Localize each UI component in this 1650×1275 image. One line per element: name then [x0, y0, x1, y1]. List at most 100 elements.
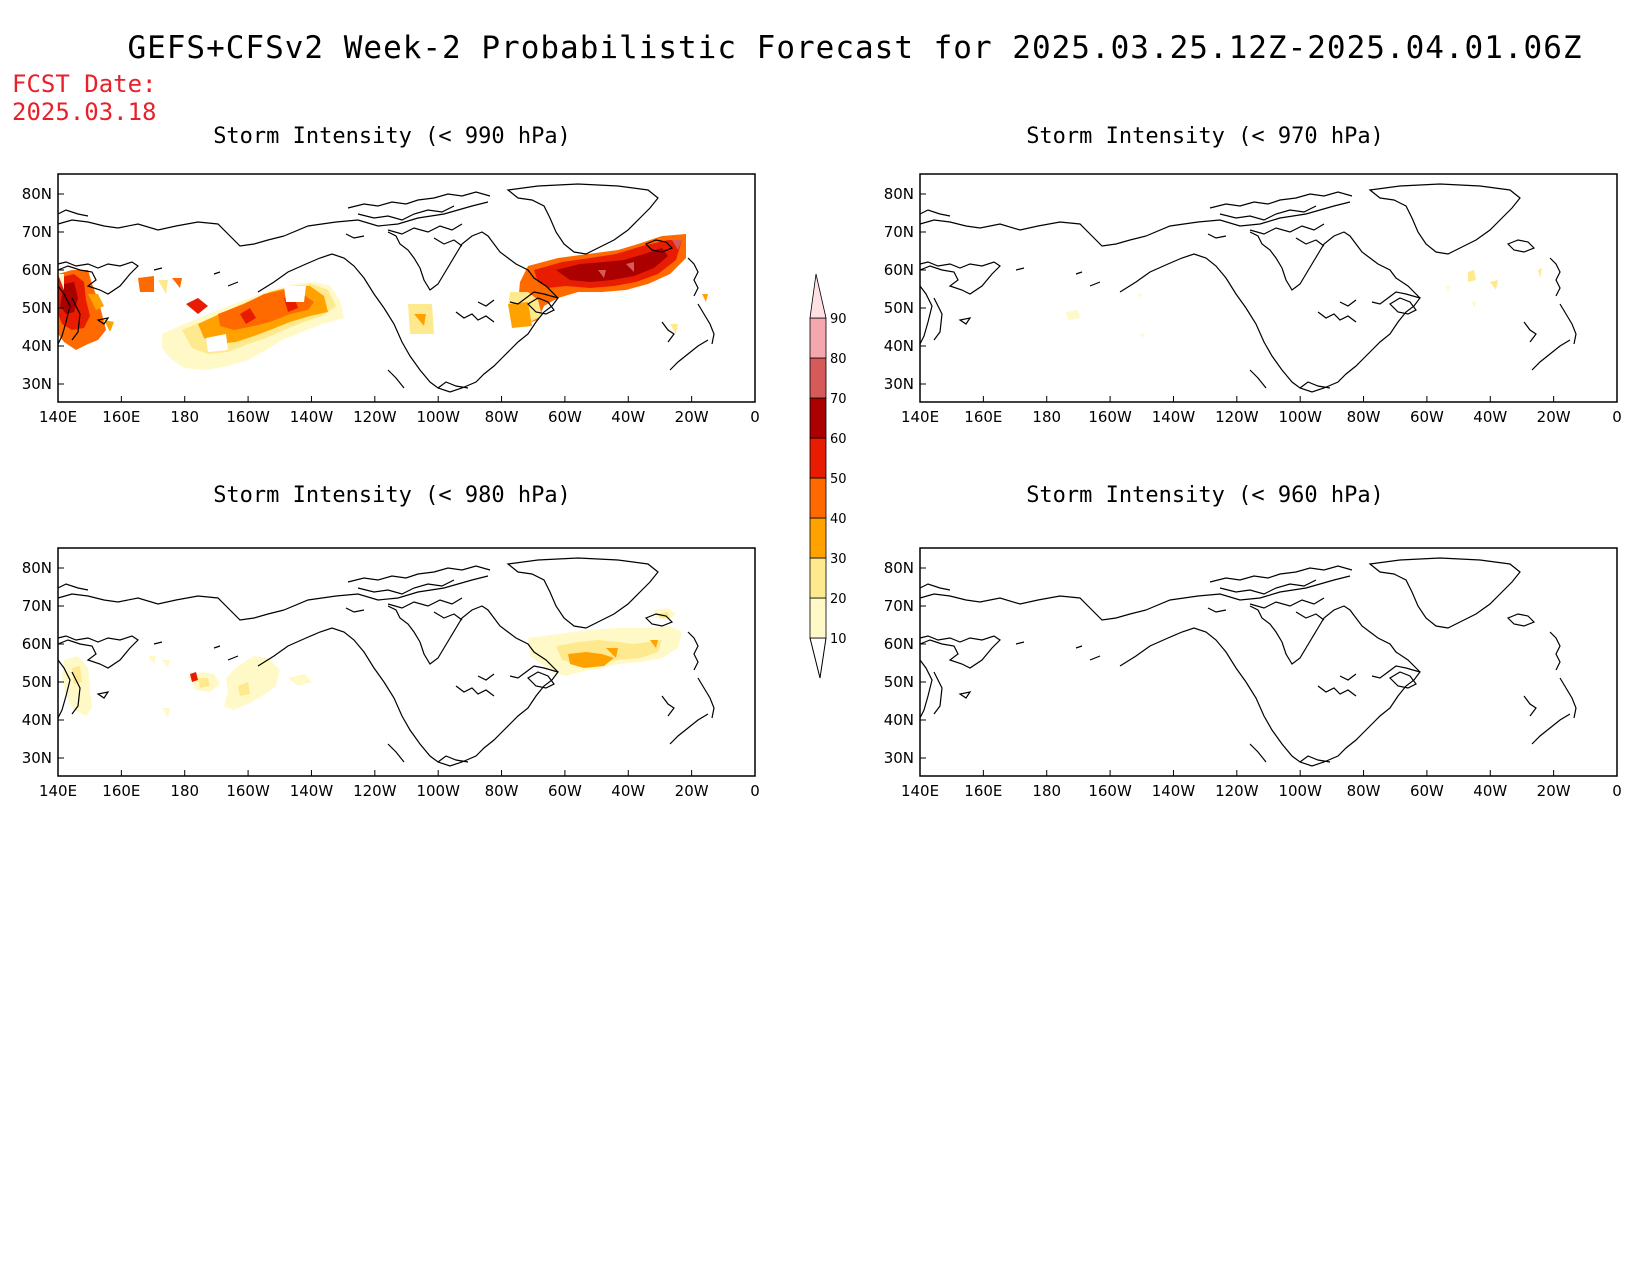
- colorbar-segment: [809, 437, 827, 479]
- lon-tick-label: 140E: [39, 782, 77, 800]
- lon-tick-label: 100W: [416, 782, 460, 800]
- map-frame: [920, 548, 1617, 776]
- lon-tick-label: 180: [1032, 408, 1061, 426]
- colorbar-segment: [809, 597, 827, 639]
- lat-tick-label: 40N: [884, 711, 914, 729]
- lon-tick-label: 140W: [290, 782, 334, 800]
- map-panel-960: [919, 547, 1618, 777]
- lon-tick-label: 80W: [1347, 408, 1381, 426]
- map-panel-980: [57, 547, 756, 777]
- lat-tick-label: 60N: [884, 635, 914, 653]
- colorbar: 10 20 30 40 50 60 70 80 90: [809, 273, 847, 679]
- colorbar-label: 80: [830, 352, 847, 367]
- lat-tick-label: 80N: [22, 185, 52, 203]
- lon-tick-label: 100W: [416, 408, 460, 426]
- colorbar-segment: [809, 317, 827, 359]
- lon-tick-label: 60W: [1410, 782, 1444, 800]
- lon-tick-label: 40W: [611, 782, 645, 800]
- lat-tick-label: 70N: [22, 597, 52, 615]
- colorbar-lower-arrow: [809, 637, 827, 679]
- colorbar-label: 70: [830, 392, 847, 407]
- lon-tick-label: 120W: [353, 408, 397, 426]
- lat-tick-label: 80N: [22, 559, 52, 577]
- lon-tick-label: 140W: [1152, 408, 1196, 426]
- lon-tick-label: 160E: [964, 408, 1002, 426]
- colorbar-segment: [809, 477, 827, 519]
- lon-tick-label: 140W: [1152, 782, 1196, 800]
- colorbar-segment: [809, 357, 827, 399]
- lon-tick-label: 80W: [485, 782, 519, 800]
- lon-tick-label: 80W: [485, 408, 519, 426]
- lon-tick-label: 180: [1032, 782, 1061, 800]
- lon-tick-label: 20W: [675, 782, 709, 800]
- lat-tick-label: 40N: [884, 337, 914, 355]
- lat-tick-label: 50N: [22, 299, 52, 317]
- lon-tick-label: 180: [170, 782, 199, 800]
- lon-tick-label: 180: [170, 408, 199, 426]
- lat-tick-label: 80N: [884, 559, 914, 577]
- colorbar-segment: [809, 517, 827, 559]
- map-frame: [58, 174, 755, 402]
- lon-tick-label: 0: [1612, 408, 1622, 426]
- lat-tick-label: 50N: [22, 673, 52, 691]
- lon-tick-label: 160E: [964, 782, 1002, 800]
- colorbar-label: 60: [830, 432, 847, 447]
- lon-tick-label: 0: [750, 782, 760, 800]
- forecast-date-value: 2025.03.18: [12, 98, 157, 126]
- lat-tick-label: 60N: [22, 635, 52, 653]
- lon-tick-label: 0: [1612, 782, 1622, 800]
- map-frame: [920, 174, 1617, 402]
- lon-tick-label: 40W: [1473, 408, 1507, 426]
- lon-tick-label: 0: [750, 408, 760, 426]
- lon-tick-label: 20W: [1537, 782, 1571, 800]
- lon-tick-label: 120W: [353, 782, 397, 800]
- lat-tick-label: 50N: [884, 299, 914, 317]
- lon-tick-label: 60W: [548, 408, 582, 426]
- lat-tick-label: 70N: [884, 223, 914, 241]
- lat-tick-label: 60N: [884, 261, 914, 279]
- lon-tick-label: 40W: [1473, 782, 1507, 800]
- colorbar-upper-arrow: [809, 273, 827, 319]
- lon-tick-label: 160W: [1088, 408, 1132, 426]
- probability-shading: [58, 234, 708, 370]
- map-border: [919, 173, 1618, 403]
- lon-tick-label: 160W: [226, 408, 270, 426]
- colorbar-label: 90: [830, 312, 847, 327]
- panel-title-990: Storm Intensity (< 990 hPa): [213, 124, 571, 149]
- lon-tick-label: 120W: [1215, 408, 1259, 426]
- lon-tick-label: 80W: [1347, 782, 1381, 800]
- lon-tick-label: 60W: [1410, 408, 1444, 426]
- lat-tick-label: 70N: [884, 597, 914, 615]
- lon-tick-label: 20W: [675, 408, 709, 426]
- lon-tick-label: 140E: [901, 408, 939, 426]
- lon-tick-label: 160W: [1088, 782, 1132, 800]
- axis-ticks: 140E 160E 180 160W 140W 120W 100W 80W 60W 40W 20W 0…: [22, 185, 1622, 800]
- panel-title-960: Storm Intensity (< 960 hPa): [1026, 483, 1384, 508]
- map-border: [57, 173, 756, 403]
- lon-tick-label: 140E: [901, 782, 939, 800]
- lat-tick-label: 50N: [884, 673, 914, 691]
- lon-tick-label: 100W: [1278, 782, 1322, 800]
- colorbar-label: 10: [830, 632, 847, 647]
- colorbar-label: 50: [830, 472, 847, 487]
- probability-shading: [62, 608, 682, 718]
- lat-tick-label: 30N: [22, 749, 52, 767]
- lon-tick-label: 160W: [226, 782, 270, 800]
- lon-tick-label: 140E: [39, 408, 77, 426]
- forecast-date: FCST Date: 2025.03.18: [12, 70, 157, 126]
- lon-tick-label: 60W: [548, 782, 582, 800]
- lon-tick-label: 100W: [1278, 408, 1322, 426]
- map-panel-990: [57, 173, 756, 403]
- lat-tick-label: 70N: [22, 223, 52, 241]
- lon-tick-label: 160E: [102, 782, 140, 800]
- lat-tick-label: 30N: [884, 375, 914, 393]
- lat-tick-label: 80N: [884, 185, 914, 203]
- main-title: GEFS+CFSv2 Week-2 Probabilistic Forecast…: [127, 30, 1583, 66]
- lon-tick-label: 140W: [290, 408, 334, 426]
- colorbar-segment: [809, 557, 827, 599]
- lat-tick-label: 40N: [22, 711, 52, 729]
- map-border: [919, 547, 1618, 777]
- lat-tick-label: 60N: [22, 261, 52, 279]
- lat-tick-label: 40N: [22, 337, 52, 355]
